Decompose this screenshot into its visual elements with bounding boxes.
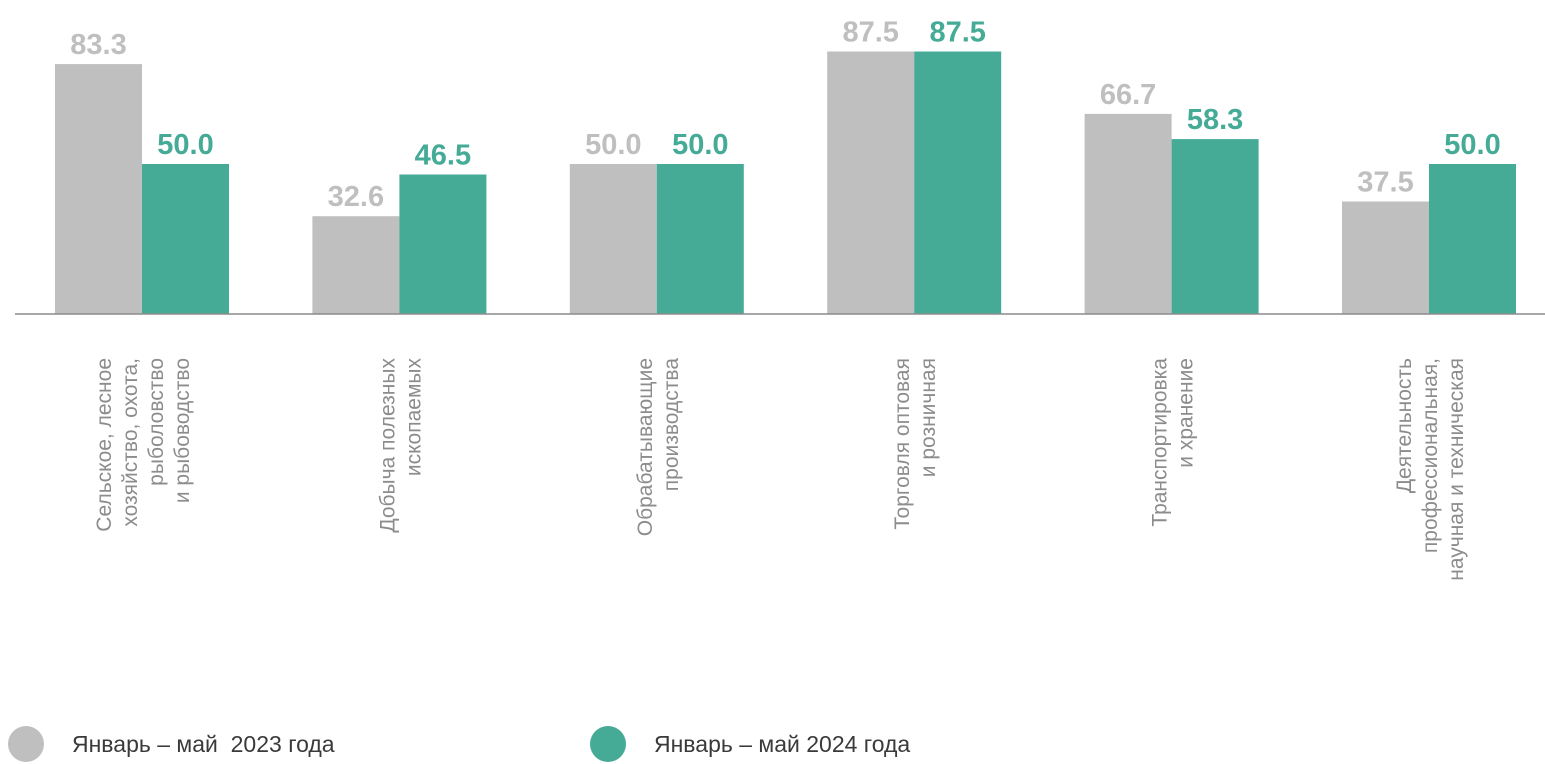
category-label-line: профессиональная, <box>1419 358 1442 553</box>
legend-label-2024: Январь – май 2024 года <box>654 730 911 757</box>
bar-labels-group: 83.3 50.0 32.6 46.5 50.0 50.0 87.5 87.5 66.7 58.3… <box>70 17 1500 214</box>
category-label-0: Сельское, лесное хозяйство, охота, рыболов… <box>93 358 194 532</box>
legend-swatch-2024 <box>590 726 626 762</box>
data-label-2023-5: 37.5 <box>1357 167 1413 199</box>
bar-2024-3 <box>914 51 1002 314</box>
bar-2024-2 <box>656 164 744 314</box>
bar-2024-4 <box>1171 139 1259 314</box>
bars-group <box>55 51 1516 315</box>
bar-2024-0 <box>142 164 229 314</box>
bar-2024-1 <box>399 174 487 314</box>
category-label-line: ископаемых <box>402 358 425 477</box>
data-label-2024-5: 50.0 <box>1444 129 1500 161</box>
category-labels-group: Сельское, лесное хозяйство, охота, рыболов… <box>93 358 1468 581</box>
bar-2023-1 <box>312 216 400 314</box>
data-label-2024-1: 46.5 <box>415 140 471 172</box>
category-label-line: и хранение <box>1175 358 1198 468</box>
category-label-line: Добыча полезных <box>376 358 399 533</box>
legend-label-2023: Январь – май 2023 года <box>72 730 335 757</box>
category-label-5: Деятельность профессиональная, научная и т… <box>1393 358 1468 581</box>
category-label-line: хозяйство, охота, <box>119 358 142 527</box>
category-label-4: Транспортировка и хранение <box>1149 358 1198 527</box>
data-label-2023-0: 83.3 <box>70 29 126 61</box>
bar-2023-4 <box>1084 113 1172 315</box>
data-label-2023-3: 87.5 <box>842 17 898 49</box>
bar-2024-5 <box>1429 164 1516 314</box>
data-label-2023-4: 66.7 <box>1100 79 1156 111</box>
legend-swatch-2023 <box>8 726 44 762</box>
data-label-2023-1: 32.6 <box>328 181 384 213</box>
category-label-line: рыболовство <box>145 358 168 486</box>
category-label-2: Обрабатывающие производства <box>634 358 683 537</box>
category-label-1: Добыча полезных ископаемых <box>376 358 425 533</box>
category-label-line: Транспортировка <box>1149 358 1172 527</box>
data-label-2023-2: 50.0 <box>585 129 641 161</box>
data-label-2024-3: 87.5 <box>929 17 985 49</box>
category-label-line: производства <box>660 358 683 492</box>
category-label-line: Обрабатывающие <box>634 358 657 536</box>
data-label-2024-4: 58.3 <box>1187 104 1243 136</box>
category-label-line: Торговля оптовая <box>891 358 914 530</box>
bar-2023-2 <box>569 164 657 314</box>
data-label-2024-0: 50.0 <box>157 129 213 161</box>
bar-2023-0 <box>55 64 142 314</box>
category-label-line: и рыбоводство <box>171 358 194 503</box>
legend-item-2024: Январь – май 2024 года <box>590 724 910 764</box>
category-label-line: Сельское, лесное <box>93 358 116 532</box>
category-label-line: и розничная <box>917 358 940 477</box>
category-label-3: Торговля оптовая и розничная <box>891 358 940 530</box>
data-label-2024-2: 50.0 <box>672 129 728 161</box>
category-label-line: научная и техническая <box>1445 358 1468 581</box>
bar-2023-3 <box>827 51 915 314</box>
bar-2023-5 <box>1342 201 1429 314</box>
legend-item-2023: Январь – май 2023 года <box>8 724 335 764</box>
category-label-line: Деятельность <box>1393 358 1416 493</box>
